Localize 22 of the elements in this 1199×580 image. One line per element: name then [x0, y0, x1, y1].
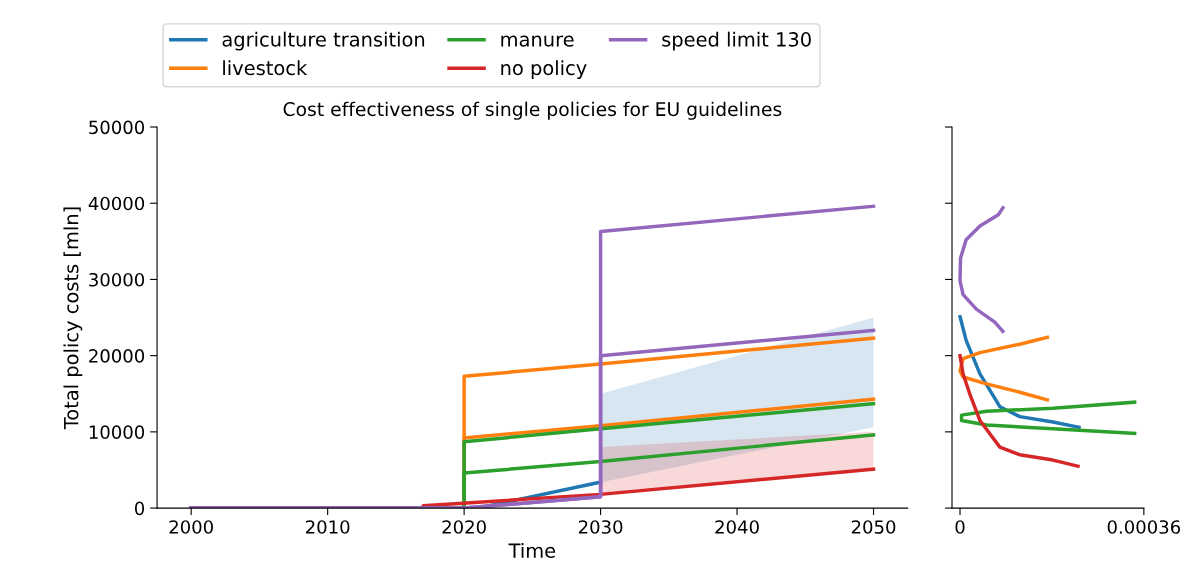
y-axis-title: Total policy costs [mln]: [63, 207, 83, 430]
x-tick-label: 2000: [169, 520, 213, 534]
x-tick-label: 0.00036: [1107, 520, 1181, 534]
x-tick-label: 2010: [306, 520, 350, 534]
y-tick-label: 40000: [88, 196, 145, 211]
x-tick-label: 2030: [578, 520, 623, 534]
x-tick-label: 2020: [442, 520, 486, 534]
legend-label: manure: [501, 35, 574, 47]
legend-label: no policy: [501, 60, 587, 80]
chart-title: Cost effectiveness of single policies for EU guidelines: [283, 101, 782, 120]
y-tick-label: 20000: [89, 349, 145, 363]
x-tick-label: 2050: [851, 520, 896, 534]
y-tick-label: 30000: [89, 272, 145, 287]
x-tick-label: 2040: [715, 520, 759, 534]
x-axis-title: Time: [508, 542, 556, 558]
legend-label: speed limit 130: [662, 31, 811, 51]
x-tick-label: 0: [955, 520, 965, 534]
y-tick-label: 50000: [89, 120, 145, 135]
legend-label: agriculture transition: [222, 31, 425, 51]
y-tick-label: 10000: [89, 425, 145, 439]
y-tick-label: 0: [134, 501, 145, 516]
legend-label: livestock: [223, 60, 308, 76]
